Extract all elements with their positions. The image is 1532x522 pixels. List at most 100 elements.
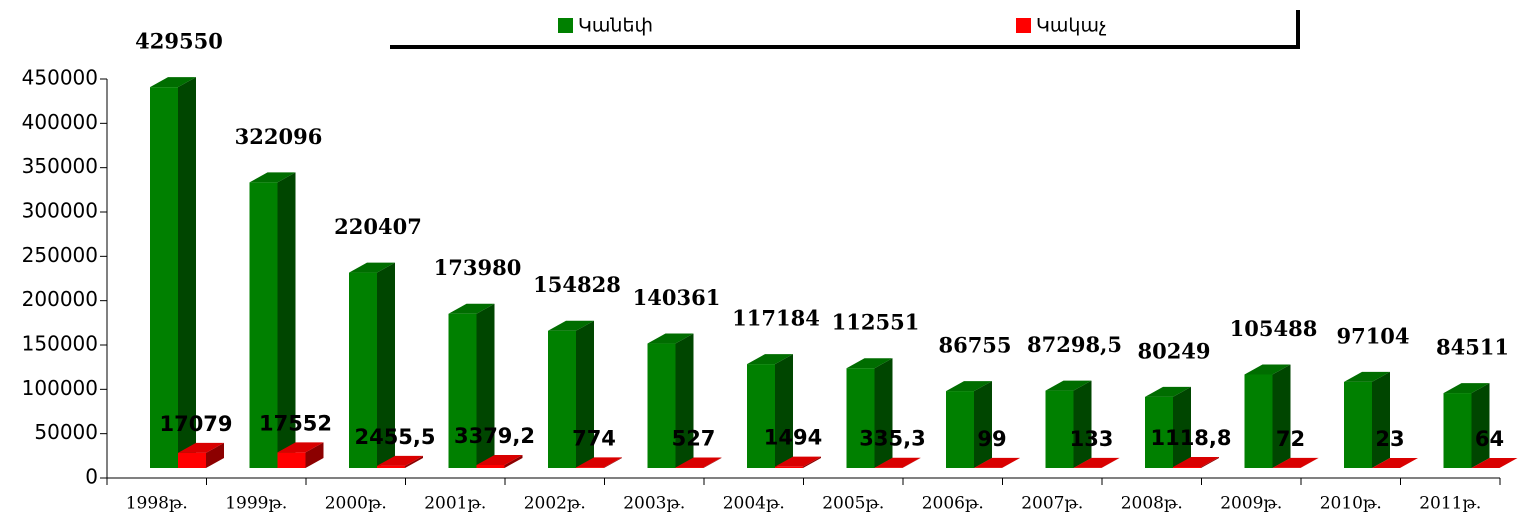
data-label: 3379,2 — [454, 424, 535, 448]
x-tick-label: 2011թ. — [1419, 494, 1481, 514]
x-tick-label: 2009թ. — [1220, 494, 1282, 514]
data-label: 1118,8 — [1150, 426, 1231, 450]
bar-top — [1471, 457, 1518, 468]
bar-side — [775, 354, 793, 468]
bar-top — [448, 303, 495, 314]
bar-top — [249, 172, 296, 183]
bar-top — [846, 358, 893, 369]
bar — [1443, 393, 1472, 468]
bar — [647, 343, 676, 468]
bar-top — [874, 457, 921, 468]
data-label: 1494 — [764, 426, 822, 450]
bar-side — [1073, 380, 1092, 468]
bar-top — [775, 456, 821, 467]
bar-top — [946, 381, 992, 392]
y-tick-label: 350000 — [22, 154, 98, 178]
data-label: 112551 — [832, 310, 920, 335]
bar-top — [277, 442, 324, 453]
legend-label: Կակաչ — [1036, 15, 1107, 37]
x-tick-label: 2007թ. — [1021, 494, 1083, 514]
bar — [377, 465, 405, 468]
bar-side — [305, 442, 324, 468]
bar-top — [1244, 364, 1291, 375]
data-label: 527 — [672, 427, 716, 451]
data-label: 335,3 — [859, 427, 925, 451]
bar-side — [1101, 457, 1120, 468]
data-label: 133 — [1070, 427, 1114, 451]
data-label: 154828 — [533, 272, 621, 297]
x-tick-label: 1999թ. — [225, 494, 287, 514]
x-tick-label: 2002թ. — [524, 494, 586, 514]
data-label: 97104 — [1336, 323, 1409, 348]
y-tick-label: 250000 — [22, 243, 98, 267]
bar-top — [349, 262, 395, 273]
bar-side — [803, 456, 821, 468]
data-label: 774 — [572, 426, 616, 450]
bar-top — [548, 320, 594, 331]
bar-side — [377, 262, 395, 468]
bar-side — [1201, 457, 1219, 468]
x-tick-label: 2008թ. — [1121, 494, 1183, 514]
x-tick-label: 2006թ. — [922, 494, 984, 514]
x-tick-label: 2001թ. — [424, 494, 486, 514]
bar — [1173, 467, 1201, 468]
y-tick-label: 50000 — [34, 420, 98, 444]
x-tick-label: 1998թ. — [126, 494, 188, 514]
bar-side — [1372, 371, 1390, 468]
bar-top — [1372, 457, 1418, 468]
bar — [349, 272, 377, 468]
bar-side — [1499, 457, 1518, 468]
data-label: 23 — [1375, 427, 1404, 451]
bar — [1145, 396, 1173, 468]
data-label: 99 — [977, 427, 1006, 451]
bar-side — [476, 303, 495, 468]
x-tick-label: 2003թ. — [623, 494, 685, 514]
bar-side — [576, 320, 594, 468]
bar-top — [476, 455, 523, 466]
bar-side — [277, 172, 296, 469]
bar — [448, 313, 477, 468]
data-label: 86755 — [938, 333, 1011, 358]
bar-top — [178, 442, 224, 453]
bar-side — [1471, 383, 1490, 468]
legend-swatch — [558, 18, 573, 33]
data-label: 17079 — [159, 412, 232, 436]
bar — [775, 466, 803, 468]
data-label: 17552 — [259, 411, 332, 435]
bar-side — [178, 77, 196, 469]
bar — [548, 330, 576, 468]
x-tick-label: 2000թ. — [325, 494, 387, 514]
bar — [249, 182, 278, 469]
bar-top — [576, 457, 622, 468]
bar-top — [1145, 386, 1191, 397]
bar-side — [1400, 457, 1418, 468]
data-label: 84511 — [1436, 335, 1509, 360]
data-label: 117184 — [732, 306, 820, 331]
bar — [1244, 374, 1273, 468]
bar-top — [1045, 380, 1092, 391]
y-tick-label: 150000 — [22, 332, 98, 356]
bar-side — [504, 455, 523, 468]
bar-side — [206, 442, 224, 468]
data-label: 105488 — [1230, 316, 1318, 341]
legend-label: Կանեփ — [578, 15, 653, 37]
bar-side — [604, 457, 622, 468]
data-label: 2455,5 — [354, 425, 435, 449]
legend-swatch — [1016, 18, 1031, 33]
bar — [946, 391, 974, 468]
bar — [178, 452, 206, 468]
bar — [576, 467, 604, 468]
data-label: 220407 — [334, 214, 422, 239]
bar-side — [703, 457, 722, 468]
x-tick-label: 2010թ. — [1320, 494, 1382, 514]
bar-top — [377, 455, 423, 466]
bar-side — [1300, 457, 1319, 468]
data-label: 322096 — [235, 124, 323, 149]
y-tick-label: 300000 — [22, 199, 98, 223]
bar-top — [1443, 383, 1490, 394]
bar-side — [902, 457, 921, 468]
bar-side — [675, 333, 694, 468]
bar-side — [974, 381, 992, 468]
data-label: 140361 — [633, 285, 721, 310]
